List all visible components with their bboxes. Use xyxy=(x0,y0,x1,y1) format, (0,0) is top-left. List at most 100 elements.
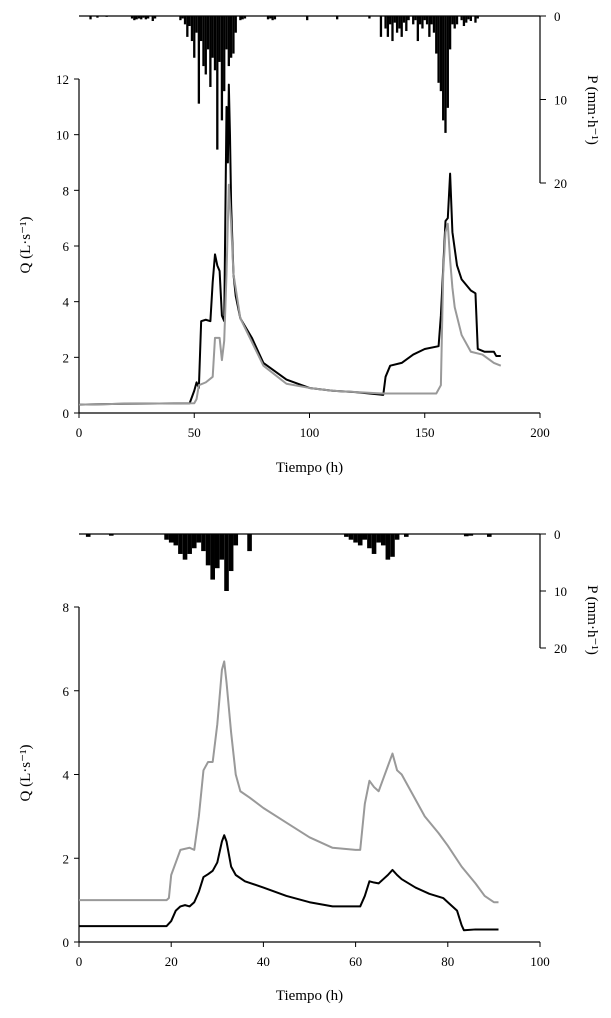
rain-bar xyxy=(448,16,452,50)
rain-bar xyxy=(186,16,189,37)
rain-bar xyxy=(468,534,474,536)
rain-bar xyxy=(453,16,456,29)
x-tick-label: 200 xyxy=(530,425,550,440)
rain-bar xyxy=(271,16,274,21)
rain-bar xyxy=(353,534,358,543)
y-tick-label: 2 xyxy=(63,350,70,365)
rain-bar xyxy=(368,16,371,19)
rain-bar xyxy=(476,16,479,19)
rain-bar xyxy=(414,16,417,21)
y-tick-label: 4 xyxy=(63,295,70,310)
rain-bar xyxy=(213,16,217,71)
rain-bar xyxy=(219,534,225,560)
y-tick-label: 8 xyxy=(63,183,70,198)
series-line-2 xyxy=(79,834,499,932)
rain-bar xyxy=(140,16,143,20)
rain-bar xyxy=(96,16,99,18)
rain-bar xyxy=(376,534,381,543)
rain-bar xyxy=(474,16,477,23)
rain-bar xyxy=(416,16,419,42)
rain-bar xyxy=(135,16,138,20)
rain-bar xyxy=(164,534,169,540)
y-tick-label: 12 xyxy=(56,72,69,87)
rain-bar xyxy=(247,534,252,552)
rain-bar xyxy=(404,534,409,537)
rain-bar xyxy=(200,16,203,42)
x-tick-label: 0 xyxy=(76,425,83,440)
rain-bar xyxy=(425,16,429,25)
x-tick-label: 50 xyxy=(188,425,201,440)
rain-bar xyxy=(130,16,134,19)
y2-axis-label: P (mm·h⁻¹) xyxy=(584,75,600,145)
y2-tick-label: 20 xyxy=(554,176,567,191)
x-axis-label: Tiempo (h) xyxy=(276,988,343,1004)
rain-bar xyxy=(386,16,390,37)
y2-tick-label: 10 xyxy=(554,93,567,108)
rain-bar xyxy=(379,16,383,37)
rain-bar xyxy=(439,16,443,92)
rain-bar xyxy=(389,16,392,25)
rain-bar xyxy=(446,16,449,108)
rain-bar xyxy=(220,16,224,121)
y2-axis-label: P (mm·h⁻¹) xyxy=(584,585,600,655)
rain-bar xyxy=(405,16,408,32)
y-tick-label: 6 xyxy=(63,684,70,699)
rain-bar xyxy=(430,16,433,25)
rain-bar xyxy=(187,534,192,554)
rain-bar xyxy=(463,534,469,537)
rain-bar xyxy=(423,16,426,21)
rain-bar xyxy=(133,16,136,21)
y-tick-label: 4 xyxy=(63,768,70,783)
rain-bar xyxy=(211,16,214,58)
rain-bar xyxy=(214,534,220,569)
rain-bar xyxy=(465,16,468,23)
rain-bar xyxy=(402,16,406,23)
rain-bar xyxy=(241,16,244,20)
rain-bar xyxy=(234,16,237,33)
rain-bar xyxy=(462,16,466,27)
rain-bar xyxy=(218,16,221,62)
rain-bar xyxy=(188,16,191,27)
rain-bar xyxy=(179,16,182,21)
rain-bar xyxy=(455,16,459,25)
rain-bar xyxy=(398,16,401,29)
rain-bar xyxy=(228,534,234,572)
rain-bar xyxy=(243,16,247,19)
x-tick-label: 40 xyxy=(257,954,270,969)
rain-bar xyxy=(357,534,363,546)
rain-bar xyxy=(137,16,141,19)
x-tick-label: 100 xyxy=(530,954,550,969)
rain-bar xyxy=(391,16,394,42)
x-tick-label: 0 xyxy=(76,954,83,969)
rain-bar xyxy=(182,534,188,560)
rain-bar xyxy=(266,16,270,20)
rain-bar xyxy=(205,534,211,566)
rain-bar xyxy=(193,16,196,58)
rain-bar xyxy=(191,534,197,549)
y-tick-label: 6 xyxy=(63,239,70,254)
x-tick-label: 150 xyxy=(415,425,435,440)
rain-bar xyxy=(233,534,239,546)
rain-bar xyxy=(380,534,386,546)
y-tick-label: 8 xyxy=(63,600,70,615)
rain-bar xyxy=(225,16,228,50)
x-tick-label: 20 xyxy=(165,954,178,969)
rain-bar xyxy=(144,16,147,20)
rain-bar xyxy=(390,534,395,557)
rain-bar xyxy=(428,16,431,37)
rain-bar xyxy=(269,16,272,19)
rain-bar xyxy=(239,16,242,21)
rain-bar xyxy=(306,16,309,21)
rain-bar xyxy=(201,534,206,552)
rain-bar xyxy=(224,534,229,591)
rain-bar xyxy=(168,534,174,543)
rain-bar xyxy=(344,534,349,537)
rain-bar xyxy=(153,16,157,19)
rain-bar xyxy=(196,534,202,543)
y-tick-label: 10 xyxy=(56,128,69,143)
rain-bar xyxy=(181,16,184,19)
